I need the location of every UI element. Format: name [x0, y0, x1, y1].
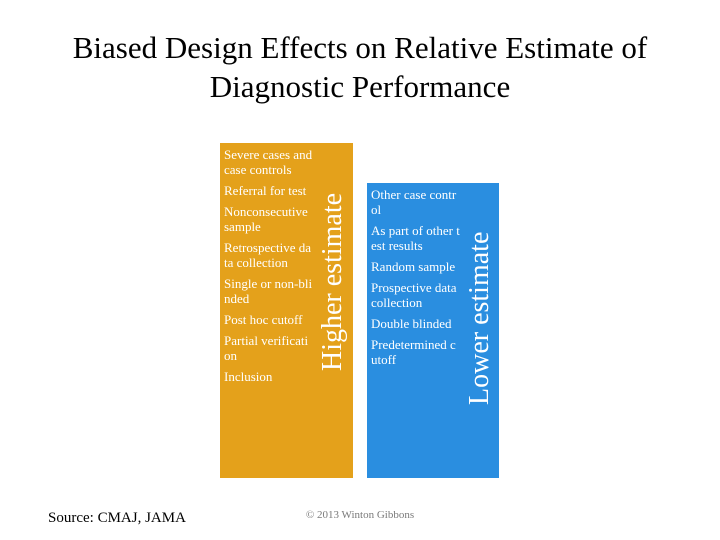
lower-item: Prospective data collection: [371, 280, 457, 310]
copyright-note: © 2013 Winton Gibbons: [305, 509, 415, 521]
lower-item: Other case control: [371, 187, 457, 217]
lower-item: Random sample: [371, 259, 456, 274]
lower-estimate-box: Other case control As part of other test…: [367, 183, 499, 478]
lower-item: As part of other test results: [371, 223, 460, 253]
higher-estimate-box: Severe cases and case controls Referral …: [220, 143, 353, 478]
lower-item: Double blinded: [371, 316, 452, 331]
higher-item: Nonconsecutive sample: [224, 204, 308, 234]
higher-estimate-label: Higher estimate: [317, 192, 348, 371]
title-line-2: Diagnostic Performance: [209, 69, 511, 104]
higher-item: Inclusion: [224, 369, 273, 384]
higher-item: Referral for test: [224, 183, 307, 198]
higher-estimate-list: Severe cases and case controls Referral …: [224, 147, 314, 390]
higher-item: Single or non-blinded: [224, 276, 313, 306]
title-line-1: Biased Design Effects on Relative Estima…: [72, 30, 648, 65]
higher-item: Severe cases and case controls: [224, 147, 313, 177]
source-note: Source: CMAJ, JAMA: [48, 510, 186, 526]
higher-item: Retrospective data collection: [224, 240, 311, 270]
lower-estimate-label: Lower estimate: [464, 231, 495, 405]
higher-item: Post hoc cutoff: [224, 312, 303, 327]
slide-title: Biased Design Effects on Relative Estima…: [20, 28, 700, 106]
lower-estimate-list: Other case control As part of other test…: [371, 187, 461, 373]
higher-item: Partial verification: [224, 333, 309, 363]
lower-item: Predetermined cutoff: [371, 337, 456, 367]
